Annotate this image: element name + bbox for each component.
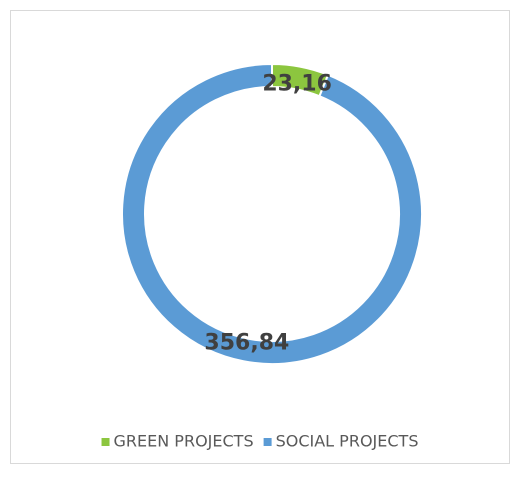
legend-swatch <box>101 438 110 446</box>
data-label: 356,84 <box>204 331 289 356</box>
legend-label: SOCIAL PROJECTS <box>276 432 419 451</box>
data-label: 23,16 <box>262 71 332 96</box>
legend-swatch <box>263 438 272 446</box>
donut-segment <box>121 62 423 365</box>
legend-label: GREEN PROJECTS <box>114 432 254 451</box>
